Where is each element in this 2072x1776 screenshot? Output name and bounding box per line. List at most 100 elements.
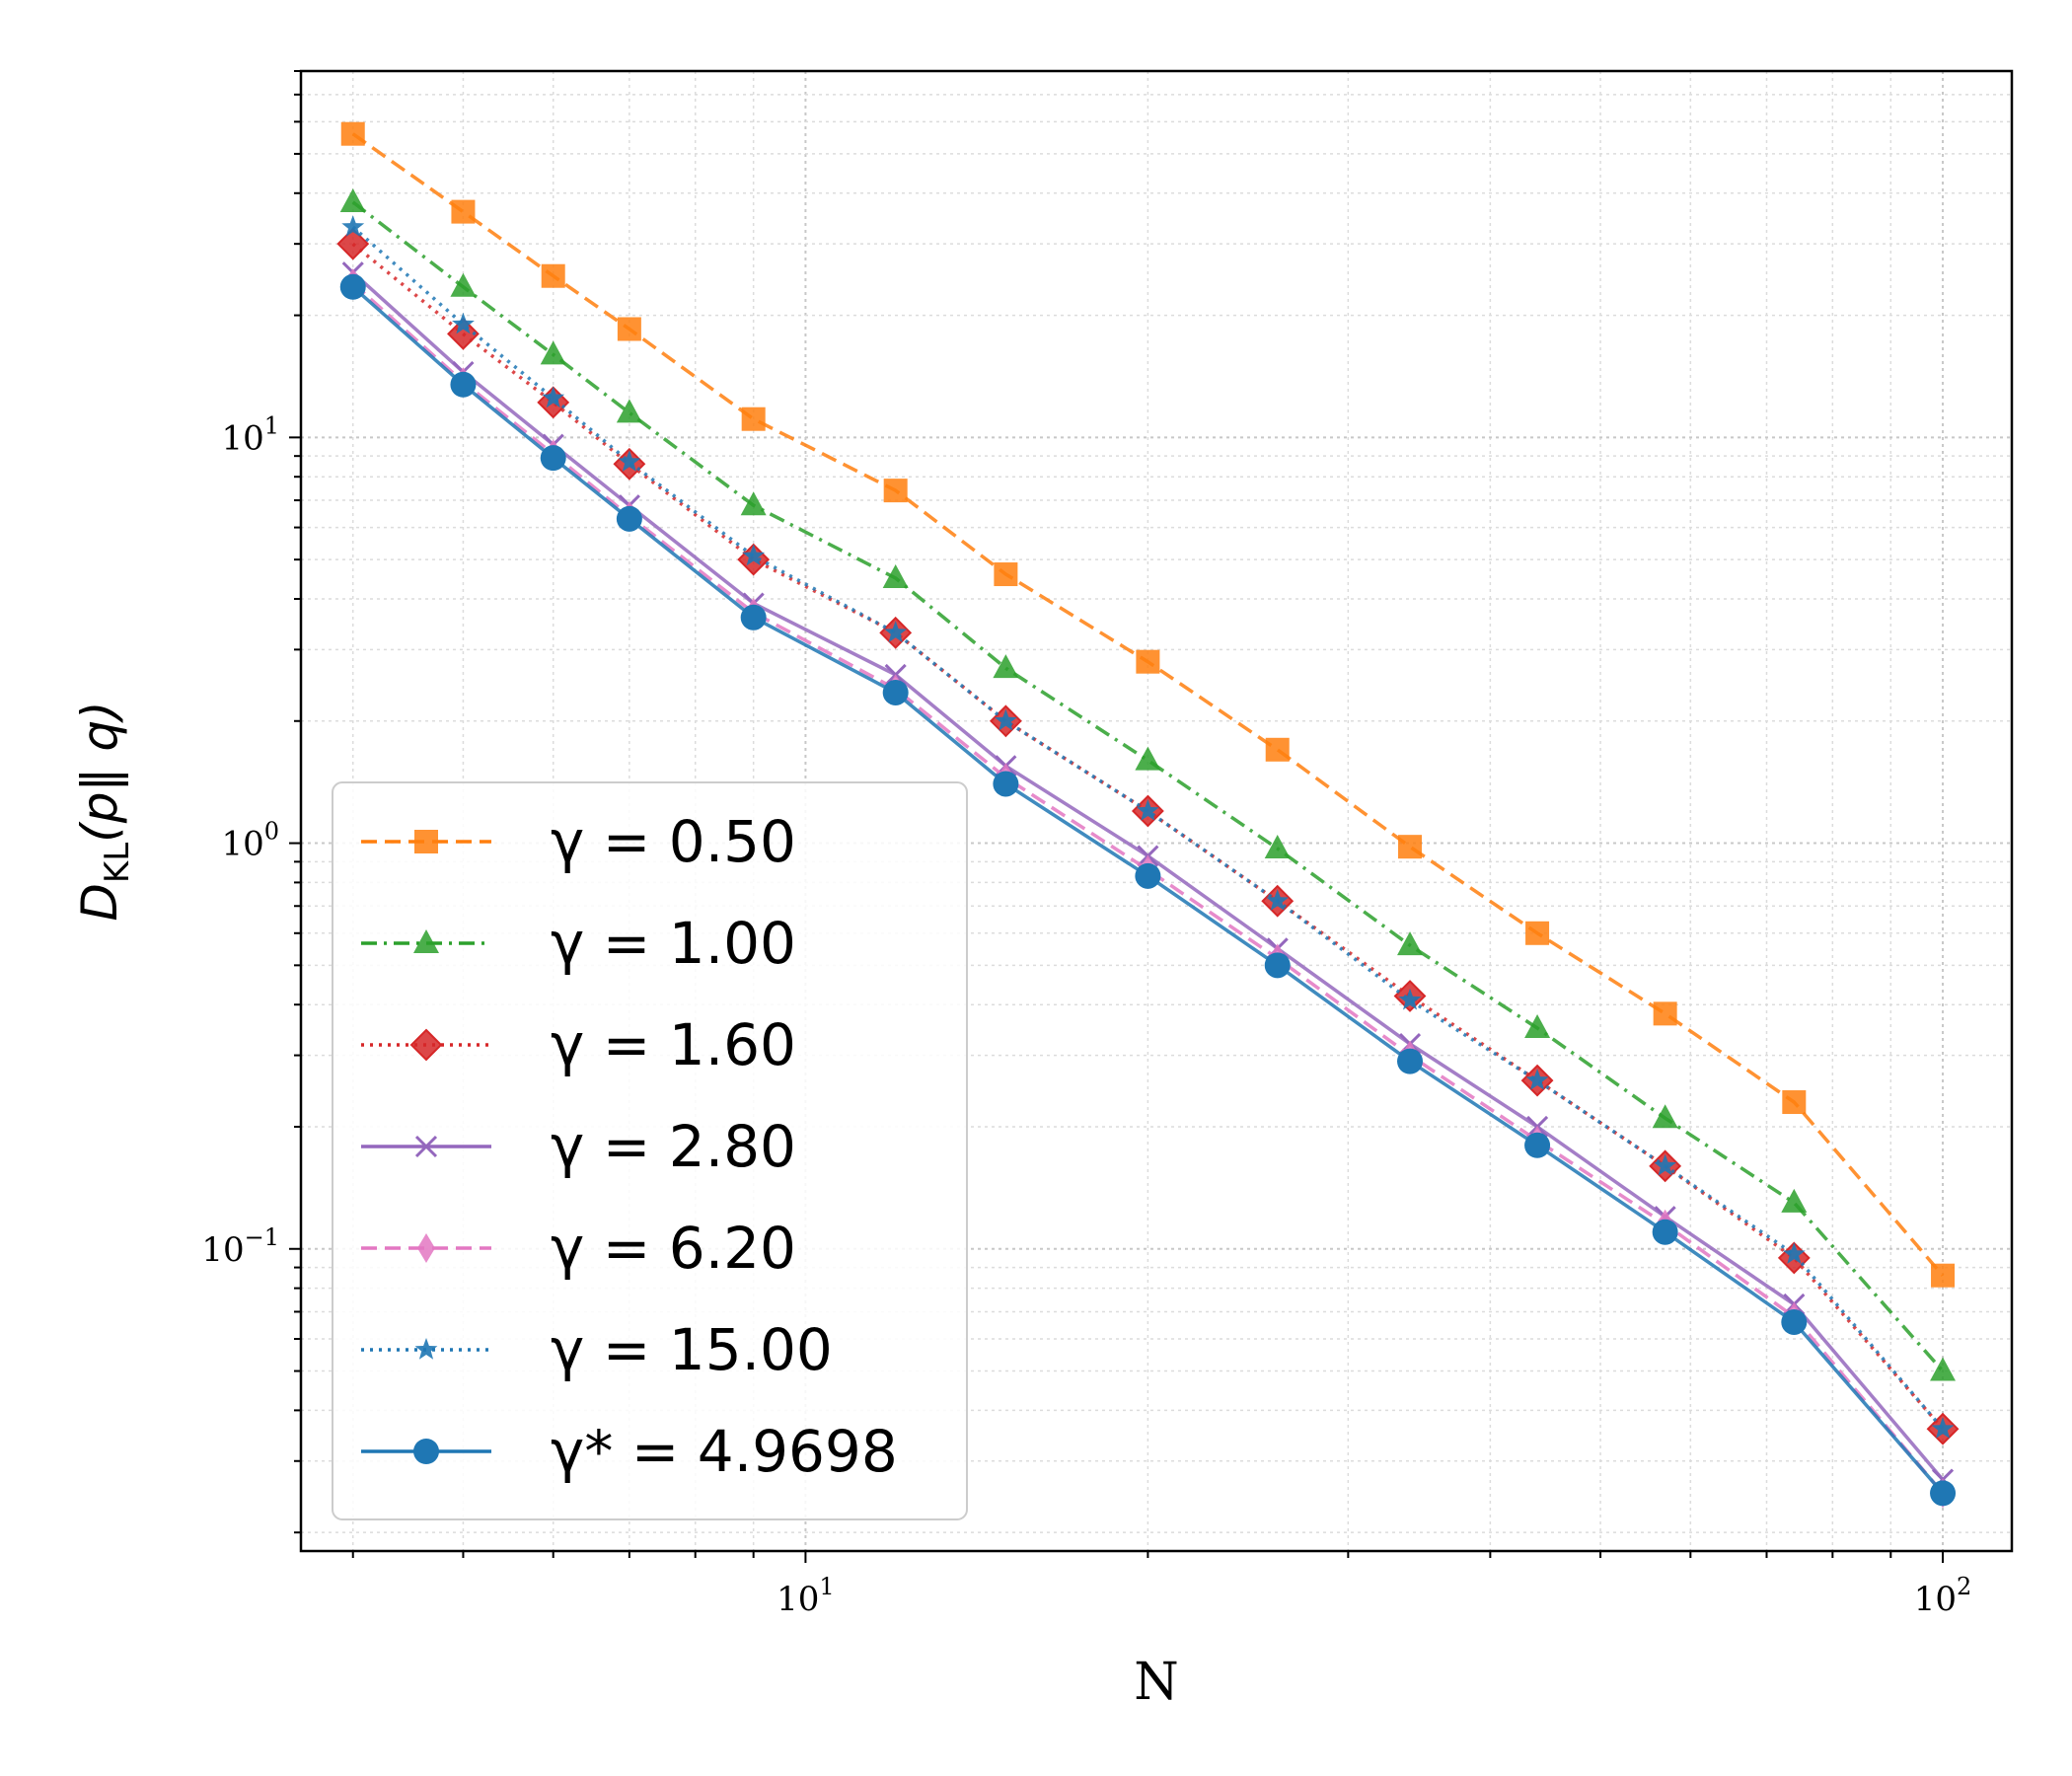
y-axis-label: DKL(p‖ q) [71,701,137,921]
series-line [351,270,1945,1481]
series-1 [339,187,1957,1381]
x-axis-label: N [1134,1653,1179,1712]
legend-marker [417,1233,435,1263]
series-line [351,281,1945,1495]
legend-marker [409,1028,443,1062]
data-point [1524,1014,1551,1039]
series-line [351,285,1945,1495]
data-point [882,563,909,588]
series-line [351,132,1945,1277]
legend-entry: γ = 1.00 [361,910,796,977]
data-point [1524,1132,1551,1158]
legend-label: γ = 6.20 [551,1215,796,1282]
data-point [540,340,566,365]
data-point [1398,835,1423,859]
data-point [452,312,475,334]
legend-label: γ = 15.00 [551,1316,833,1383]
legend-label: γ* = 4.9698 [551,1418,898,1485]
data-point [993,654,1019,679]
data-point [1264,834,1291,858]
data-point [1135,746,1161,771]
x-tick-label: 101 [777,1573,835,1619]
legend-marker [413,929,439,953]
x-tick-label: 102 [1914,1573,1972,1619]
legend-marker [413,1439,439,1464]
data-point [1652,1219,1678,1245]
legend-frame [332,781,968,1520]
legend-marker [414,830,438,853]
data-point [1930,1357,1957,1381]
data-point [1397,1048,1424,1074]
data-point [1265,737,1290,762]
y-tick-label: 100 [221,818,279,864]
legend-entry: γ = 2.80 [361,1113,796,1180]
data-point [1781,1308,1808,1335]
series-6 [339,273,1957,1507]
data-point [1525,1069,1549,1090]
data-point [1931,1417,1955,1439]
data-point [883,479,908,503]
series-layer [336,121,1960,1509]
data-point [340,121,365,146]
data-point [541,263,565,288]
legend-entry: γ = 1.60 [361,1011,796,1078]
data-point [1397,931,1424,956]
data-point [995,708,1017,731]
data-point [740,491,767,516]
series-5 [341,215,1955,1439]
y-tick-label: 10−1 [201,1223,279,1270]
data-point [1137,799,1159,821]
data-point [1398,988,1422,1010]
data-point [336,227,370,260]
data-point [1652,1104,1678,1129]
data-point [617,317,641,341]
data-point [742,544,766,566]
legend-label: γ = 0.50 [551,808,796,875]
data-point [1264,952,1291,979]
data-point [451,199,476,224]
data-point [1654,1153,1677,1176]
plot-frame [299,69,2014,1553]
data-point [616,505,642,532]
data-point [1653,1001,1677,1026]
data-point [616,399,642,423]
data-point [540,445,566,472]
series-line [351,225,1945,1431]
data-point [1782,1090,1807,1115]
legend-label: γ = 2.80 [551,1113,796,1180]
legend-marker [414,1338,438,1360]
data-point [1266,889,1290,911]
legend-marker [414,1135,438,1158]
data-point [447,317,480,350]
data-point [1782,1242,1806,1264]
data-point [741,407,766,431]
data-point [339,187,366,212]
series-0 [340,121,1956,1288]
ticks: 101 102 10−1 100 101 [201,70,1972,1619]
legend-entry: γ = 6.20 [361,1215,796,1282]
data-point [542,386,565,408]
data-point [994,562,1018,587]
legend-entry: γ = 15.00 [361,1316,833,1383]
data-point [740,604,767,630]
legend-label: γ = 1.00 [551,910,796,977]
data-point [1781,1188,1808,1213]
data-point [884,621,908,643]
data-point [1136,649,1160,674]
data-point [1525,921,1550,945]
data-point [341,215,365,237]
data-point [339,273,366,300]
data-point [1135,862,1161,889]
legend-label: γ = 1.60 [551,1011,796,1078]
data-point [618,450,641,472]
data-point [993,771,1019,797]
y-tick-label: 101 [221,411,279,458]
data-point [882,679,909,705]
data-point [1930,1480,1957,1507]
svg-text:DKL(p‖ q): DKL(p‖ q) [71,701,137,921]
data-point [1931,1263,1956,1288]
data-point [450,272,477,297]
legend: γ = 0.50 γ = 1.00 γ = 1.60 γ = 2.80 γ = 6.20… [332,781,968,1520]
legend-entry: γ = 0.50 [361,808,796,875]
